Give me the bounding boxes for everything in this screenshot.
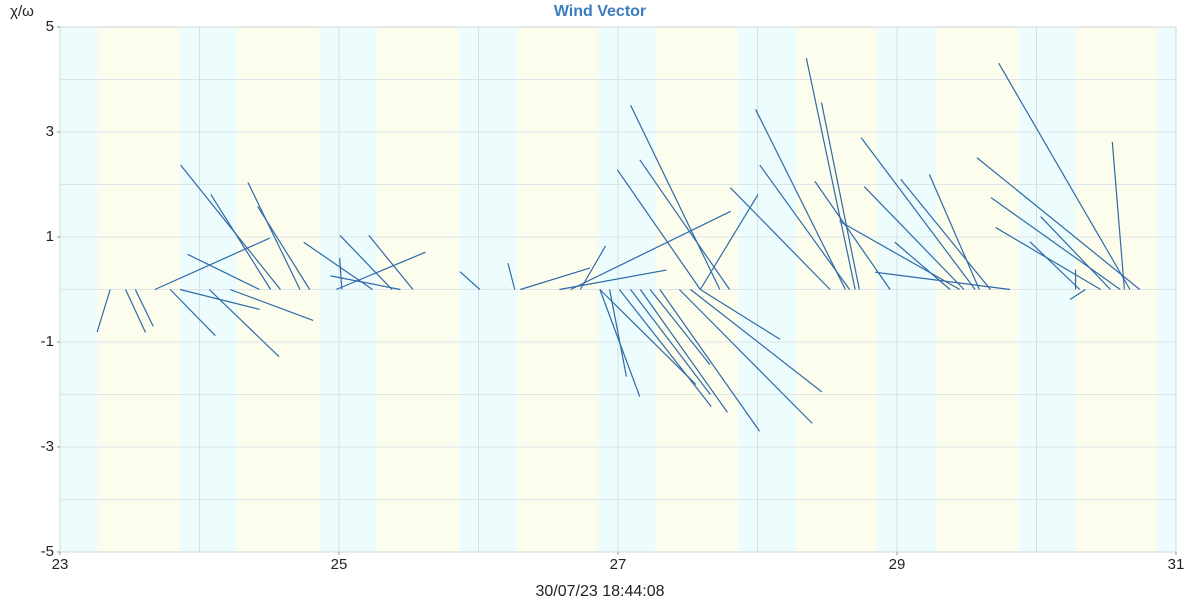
- wind-vector: [659, 289, 761, 432]
- wind-vector: [368, 235, 414, 290]
- chart-title: Wind Vector: [554, 3, 646, 20]
- x-tick-label: 31: [1168, 556, 1185, 573]
- wind-vector: [616, 169, 701, 290]
- wind-vector: [609, 289, 628, 377]
- wind-vector: [134, 289, 154, 327]
- wind-vector: [339, 257, 343, 290]
- wind-vector: [1040, 216, 1111, 290]
- wind-vector: [570, 210, 731, 291]
- wind-vector: [863, 186, 965, 290]
- y-tick-label: 1: [46, 228, 54, 245]
- wind-vector: [599, 289, 697, 385]
- wind-vector: [630, 104, 721, 290]
- wind-vector: [990, 197, 1121, 290]
- wind-vector: [839, 220, 961, 291]
- wind-vector: [257, 206, 311, 290]
- wind-vector: [729, 187, 831, 290]
- y-tick-label: -1: [41, 333, 54, 350]
- wind-vector: [630, 289, 711, 395]
- wind-vector: [520, 267, 591, 291]
- x-tick-label: 29: [889, 556, 906, 573]
- wind-vector: [690, 289, 823, 393]
- wind-vector: [210, 194, 272, 290]
- wind-vector: [507, 263, 516, 290]
- wind-vector: [125, 289, 147, 333]
- wind-vector: [169, 289, 216, 337]
- wind-vector: [179, 288, 260, 311]
- wind-vector: [874, 271, 1011, 291]
- wind-vector: [894, 241, 951, 290]
- wind-vector: [229, 288, 314, 322]
- wind-vector: [96, 289, 111, 333]
- wind-vector: [900, 178, 991, 290]
- wind-vector: [976, 157, 1141, 290]
- wind-vector: [154, 237, 271, 291]
- wind-vector: [820, 102, 860, 290]
- wind-vector: [1069, 288, 1086, 300]
- wind-vector: [247, 182, 301, 290]
- wind-vector: [180, 164, 281, 290]
- wind-vector: [639, 159, 731, 290]
- wind-vector: [814, 181, 891, 290]
- y-tick-label: -3: [41, 438, 54, 455]
- wind-vector: [998, 62, 1131, 290]
- x-tick-label: 25: [331, 556, 348, 573]
- timestamp: 30/07/23 18:44:08: [535, 583, 664, 600]
- y-tick-label: 5: [46, 18, 54, 35]
- y-tick-label: 3: [46, 123, 54, 140]
- wind-vector: [860, 137, 976, 290]
- wind-vector: [699, 194, 759, 290]
- x-tick-label: 27: [610, 556, 627, 573]
- wind-vector: [649, 289, 711, 365]
- wind-vector: [805, 57, 856, 290]
- wind-vector: [339, 235, 393, 290]
- wind-vector: [618, 289, 712, 407]
- wind-vector: [759, 164, 851, 290]
- wind-vector: [187, 253, 260, 291]
- wind-vector: [678, 289, 813, 424]
- wind-vector: [1029, 241, 1081, 290]
- wind-vector: [755, 109, 846, 290]
- wind-vector: [1111, 141, 1125, 290]
- wind-vector: [699, 288, 781, 340]
- wind-vector: [335, 251, 426, 291]
- wind-vector: [330, 275, 401, 291]
- wind-vector: [639, 289, 728, 413]
- wind-vector: [208, 289, 280, 358]
- y-tick-label: -5: [41, 543, 54, 560]
- wind-vector: [559, 269, 667, 291]
- wind-vector: [579, 245, 607, 290]
- x-tick-label: 23: [52, 556, 69, 573]
- wind-vector: [928, 174, 980, 290]
- wind-vector: [459, 271, 481, 290]
- y-axis-label: χ/ω: [10, 3, 34, 20]
